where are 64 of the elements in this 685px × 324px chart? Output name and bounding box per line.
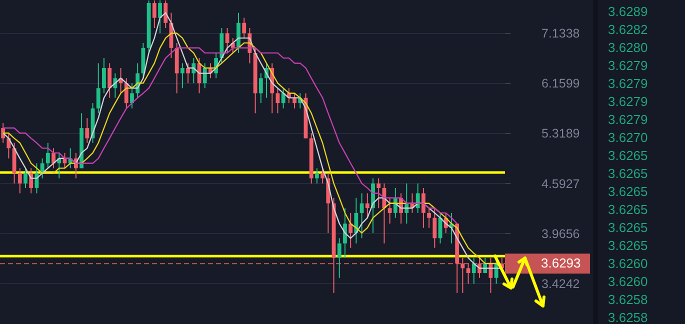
text: 3.6265 [607,183,649,201]
candlestick [186,62,190,84]
y-tick-label: 7.1338 [542,26,580,41]
y-tick-label: 3.4242 [542,276,580,291]
candlestick [130,82,134,109]
text: 3.6279 [607,111,649,129]
text: 3.6260 [607,255,649,273]
candlestick [348,212,353,248]
candlestick [85,118,90,144]
candlestick [158,0,162,34]
text: 3.6265 [607,147,649,165]
candlestick [108,62,112,98]
candlestick [124,78,128,109]
y-tick-label: 5.3189 [542,126,580,141]
text: 3.6260 [607,273,649,291]
candlestick [320,168,325,184]
text: 3.6265 [607,219,649,237]
y-tick-label: 6.1599 [542,76,580,91]
candlestick [427,208,432,228]
candlestick [1,122,6,144]
y-tick-label: 4.5927 [542,176,580,191]
candlestick [180,62,184,89]
text: 3.6279 [607,75,649,93]
candlestick [460,257,465,294]
candlestick [343,208,347,258]
candlestick [466,263,470,284]
candlestick [421,187,426,228]
candlestick [102,58,106,94]
candlestick [164,0,168,29]
text: 3.6265 [607,165,649,183]
candlestick [258,72,263,104]
candlestick [192,58,196,84]
candlestick [18,168,22,194]
text: 3.6265 [607,237,649,255]
candlestick [152,0,156,29]
text: 3.6258 [607,291,649,309]
text: 3.6265 [607,201,649,219]
candlestick [24,168,28,188]
text: 3.6282 [607,21,649,39]
text: 3.6270 [607,129,649,147]
candlestick [376,178,381,209]
text: 3.6279 [607,57,649,75]
candlestick [281,88,286,109]
candlestick [360,192,364,239]
candlestick [314,168,319,184]
candlestick [365,192,370,218]
candlestick [52,148,56,169]
candlestick [416,182,420,214]
text: 3.6280 [607,39,649,57]
y-tick-label: 3.9656 [542,226,580,241]
candlestick [46,142,50,169]
candlestick [276,88,280,114]
candlestick [29,168,34,194]
candlestick [242,17,246,39]
text: 3.6289 [607,3,649,21]
text: 3.6279 [607,93,649,111]
candlestick [388,197,392,224]
ref-line-label: 3.6293 [541,256,581,271]
candlestick [225,28,230,54]
candlestick [472,257,476,284]
text: 3.6258 [607,309,649,324]
candlestick [337,238,342,278]
candlestick [96,62,100,114]
candlestick [432,208,437,248]
